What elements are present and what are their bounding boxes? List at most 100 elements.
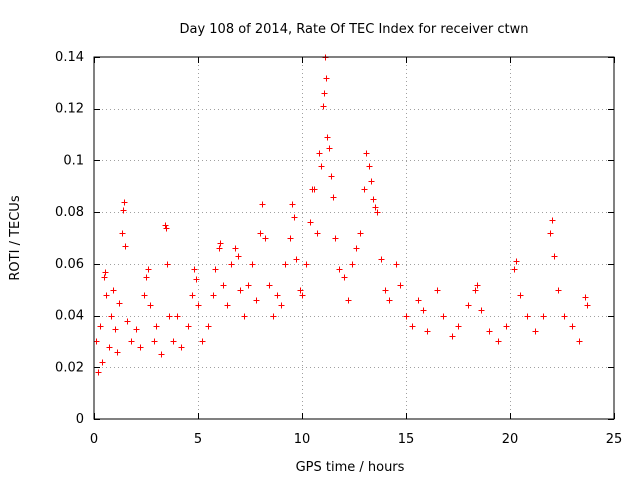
data-point — [228, 261, 235, 268]
data-point — [513, 258, 520, 265]
data-point — [174, 313, 181, 320]
data-point — [293, 256, 300, 263]
data-point — [582, 294, 589, 301]
data-point — [386, 297, 393, 304]
data-point — [555, 287, 562, 294]
data-point — [455, 323, 462, 330]
data-point — [549, 217, 556, 224]
data-point — [328, 173, 335, 180]
data-point — [551, 253, 558, 260]
y-tick-label: 0.02 — [55, 360, 84, 375]
data-point — [540, 313, 547, 320]
data-point — [397, 282, 404, 289]
x-tick-label: 20 — [502, 432, 519, 447]
data-point — [112, 326, 119, 333]
data-point — [345, 297, 352, 304]
data-point — [120, 207, 127, 214]
data-point — [332, 235, 339, 242]
data-point — [403, 313, 410, 320]
data-point — [357, 230, 364, 237]
data-point — [393, 261, 400, 268]
data-point — [374, 209, 381, 216]
data-point — [153, 323, 160, 330]
data-point — [141, 292, 148, 299]
data-point — [124, 318, 131, 325]
data-point — [253, 297, 260, 304]
data-point — [324, 134, 331, 141]
data-point — [191, 266, 198, 273]
data-point — [128, 338, 135, 345]
data-point — [95, 369, 102, 376]
y-axis-label: ROTI / TECUs — [8, 195, 23, 280]
y-tick-label: 0 — [76, 412, 84, 427]
data-point — [311, 186, 318, 193]
data-point — [97, 323, 104, 330]
data-point — [478, 307, 485, 314]
data-point — [266, 282, 273, 289]
data-point — [220, 282, 227, 289]
data-point — [326, 145, 333, 152]
data-point — [486, 328, 493, 335]
data-point — [278, 302, 285, 309]
data-point — [524, 313, 531, 320]
x-tick-label: 10 — [294, 432, 311, 447]
data-point — [287, 235, 294, 242]
data-point — [237, 287, 244, 294]
data-point — [465, 302, 472, 309]
y-tick-label: 0.14 — [55, 50, 84, 65]
data-point — [114, 349, 121, 356]
data-point — [511, 266, 518, 273]
data-point — [143, 274, 150, 281]
data-point — [323, 75, 330, 82]
data-point — [145, 266, 152, 273]
data-point — [472, 287, 479, 294]
data-point — [532, 328, 539, 335]
data-points — [93, 54, 591, 376]
data-point — [147, 302, 154, 309]
data-point — [449, 333, 456, 340]
data-point — [299, 292, 306, 299]
data-point — [517, 292, 524, 299]
axis-ticks — [94, 57, 615, 420]
data-point — [205, 323, 212, 330]
data-point — [102, 269, 109, 276]
data-point — [363, 150, 370, 157]
data-point — [164, 261, 171, 268]
data-point — [193, 276, 200, 283]
x-tick-label: 25 — [606, 432, 623, 447]
data-point — [576, 338, 583, 345]
data-point — [249, 261, 256, 268]
data-point — [474, 282, 481, 289]
data-point — [584, 302, 591, 309]
data-point — [216, 245, 223, 252]
x-tick-label: 5 — [194, 432, 202, 447]
data-point — [291, 214, 298, 221]
chart-title: Day 108 of 2014, Rate Of TEC Index for r… — [179, 22, 528, 37]
data-point — [569, 323, 576, 330]
data-point — [368, 178, 375, 185]
data-point — [303, 261, 310, 268]
data-point — [297, 287, 304, 294]
x-tick-label: 0 — [90, 432, 98, 447]
data-point — [336, 266, 343, 273]
data-point — [372, 204, 379, 211]
data-point — [170, 338, 177, 345]
data-point — [561, 313, 568, 320]
data-point — [116, 300, 123, 307]
data-point — [424, 328, 431, 335]
data-point — [122, 243, 129, 250]
data-point — [503, 323, 510, 330]
data-point — [330, 194, 337, 201]
data-point — [103, 292, 110, 299]
x-tick-label: 15 — [398, 432, 415, 447]
data-point — [318, 163, 325, 170]
data-point — [257, 230, 264, 237]
data-point — [241, 313, 248, 320]
data-point — [420, 307, 427, 314]
data-point — [232, 245, 239, 252]
y-tick-label: 0.08 — [55, 205, 84, 220]
data-point — [440, 313, 447, 320]
data-point — [274, 292, 281, 299]
data-point — [245, 282, 252, 289]
